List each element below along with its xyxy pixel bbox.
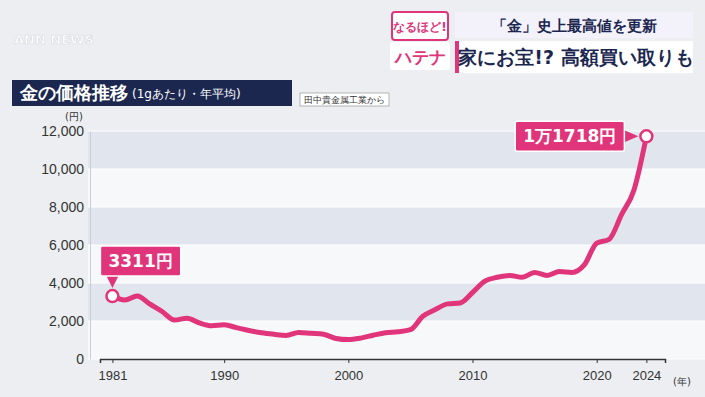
y-axis: 0 2,000 4,000 6,000 8,000 10,000 12,000 bbox=[41, 123, 90, 367]
x-tick-mark bbox=[646, 359, 647, 363]
y-axis-line bbox=[90, 132, 91, 360]
x-tick-label: 2020 bbox=[583, 368, 612, 383]
y-tick: 2,000 bbox=[49, 313, 90, 329]
x-tick: 1981 bbox=[98, 359, 127, 383]
x-tick-label: 1990 bbox=[210, 368, 239, 383]
x-tick: 2024 bbox=[632, 359, 661, 383]
grid-band bbox=[88, 245, 705, 283]
y-axis-title: (円) bbox=[65, 111, 83, 122]
x-axis: 1981 1990 2000 2010 2020 2024 bbox=[98, 359, 665, 383]
corner-bottom: ハテナ bbox=[393, 47, 446, 67]
annotations: 3311円 1万1718円 bbox=[100, 121, 652, 302]
annotation-label: 3311円 bbox=[108, 251, 172, 271]
x-tick-label: 2010 bbox=[459, 368, 488, 383]
annotation-point bbox=[106, 290, 118, 302]
background bbox=[0, 0, 705, 397]
y-tick: 4,000 bbox=[49, 275, 90, 291]
annotation: 3311円 bbox=[100, 246, 180, 302]
grid-line bbox=[88, 207, 705, 208]
subheadline-box bbox=[455, 41, 693, 73]
y-tick-label: 12,000 bbox=[41, 123, 84, 139]
x-tick-mark bbox=[112, 359, 113, 363]
logo: ANN NEWS bbox=[14, 32, 94, 47]
x-tick-mark bbox=[473, 359, 474, 363]
annotation-label: 1万1718円 bbox=[523, 126, 616, 146]
grid-line bbox=[88, 169, 705, 170]
y-tick-label: 8,000 bbox=[49, 199, 84, 215]
y-tick-label: 0 bbox=[76, 351, 84, 367]
subtitle: (1gあたり・年平均) bbox=[132, 87, 241, 101]
y-tick-label: 4,000 bbox=[49, 275, 84, 291]
grid-band bbox=[88, 283, 705, 321]
x-axis-line bbox=[101, 360, 666, 364]
title-bar bbox=[12, 80, 292, 106]
grid-band bbox=[88, 321, 705, 359]
y-tick: 10,000 bbox=[41, 161, 90, 177]
y-tick-label: 2,000 bbox=[49, 313, 84, 329]
annotation-pointer bbox=[106, 276, 118, 288]
annotation-box bbox=[100, 246, 180, 276]
x-tick-label: 2024 bbox=[632, 368, 661, 383]
chart-root: 0 2,000 4,000 6,000 8,000 10,000 12,000 1981 199… bbox=[0, 0, 705, 397]
x-tick: 1990 bbox=[210, 359, 239, 383]
annotation-pointer bbox=[624, 130, 638, 142]
y-tick: 8,000 bbox=[49, 199, 90, 215]
x-tick: 2020 bbox=[583, 359, 612, 383]
y-tick-label: 10,000 bbox=[41, 161, 84, 177]
annotation-point bbox=[640, 130, 652, 142]
y-tick: 0 bbox=[76, 351, 90, 367]
x-tick-mark bbox=[348, 359, 349, 363]
x-tick: 2000 bbox=[334, 359, 363, 383]
x-tick-mark bbox=[224, 359, 225, 363]
corner-top-box bbox=[392, 12, 448, 40]
x-tick-label: 1981 bbox=[98, 368, 127, 383]
grid-lines bbox=[88, 131, 705, 359]
y-tick: 6,000 bbox=[49, 237, 90, 253]
price-line bbox=[112, 136, 646, 339]
grid-bands bbox=[88, 131, 705, 359]
y-tick: 12,000 bbox=[41, 123, 90, 139]
plot-area bbox=[112, 136, 646, 339]
corner-top: なるほど! bbox=[393, 20, 446, 34]
annotation-box bbox=[515, 121, 624, 151]
source: 田中貴金属工業から bbox=[304, 95, 385, 105]
grid-line bbox=[88, 245, 705, 246]
title: 金の価格推移 bbox=[19, 82, 128, 103]
grid-line bbox=[88, 283, 705, 284]
headline: 「金」史上最高値を更新 bbox=[492, 17, 657, 35]
corner-bottom-box bbox=[390, 42, 450, 70]
annotation: 1万1718円 bbox=[515, 121, 652, 151]
x-tick: 2010 bbox=[459, 359, 488, 383]
x-axis-title: (年) bbox=[673, 376, 691, 387]
headline-box bbox=[455, 12, 693, 38]
x-tick-mark bbox=[597, 359, 598, 363]
subheadline: 家にお宝!? 高額買い取りも bbox=[457, 46, 693, 68]
source-box bbox=[300, 93, 389, 106]
y-tick-label: 6,000 bbox=[49, 237, 84, 253]
grid-band bbox=[88, 169, 705, 207]
x-tick-label: 2000 bbox=[334, 368, 363, 383]
